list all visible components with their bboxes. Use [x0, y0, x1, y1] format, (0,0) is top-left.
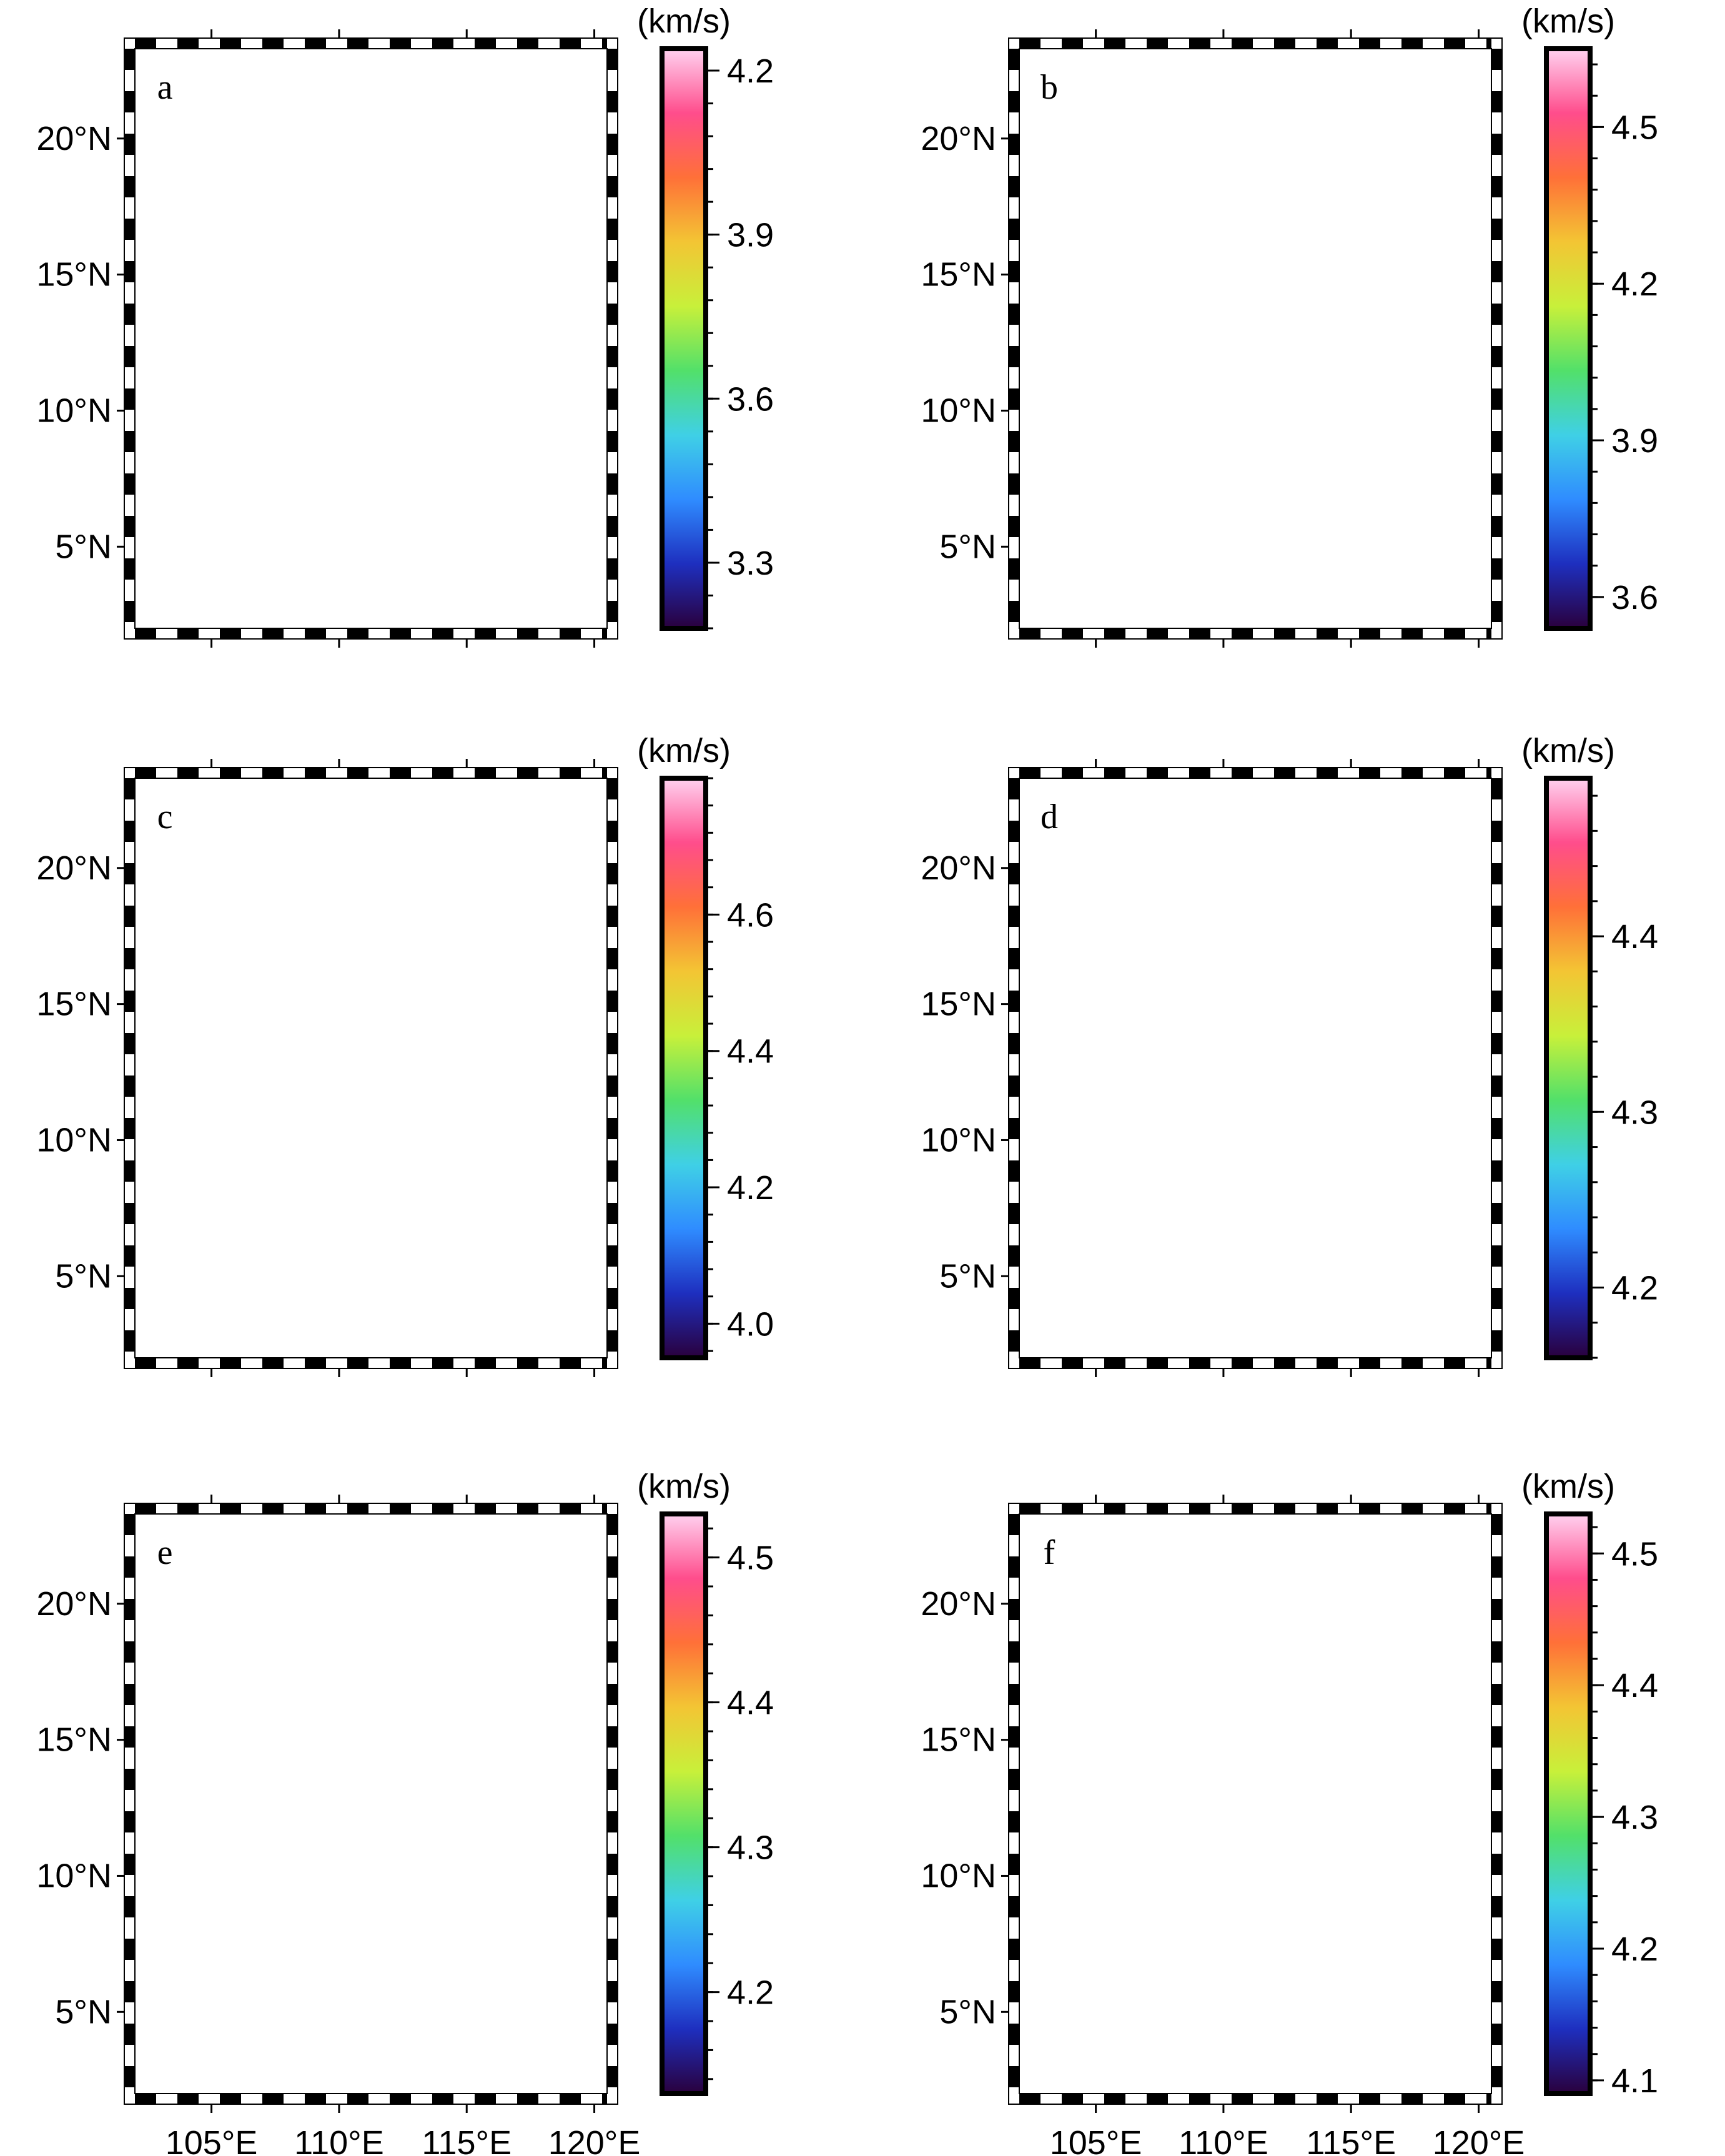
latitude-label: 20°N — [921, 120, 996, 157]
colorbar-tick-label: 3.6 — [727, 380, 774, 418]
map-panel-a: 20°N 15°N 10°N 5°N a (km/s) 4.2 3.9 3.6 3.3 — [36, 2, 774, 648]
map-panel-d: 20°N 15°N 10°N 5°N d (km/s) 4.4 4.3 4.2 — [921, 732, 1658, 1377]
latitude-label: 10°N — [36, 1121, 112, 1159]
colorbar-tick-label: 4.3 — [1611, 1799, 1658, 1836]
colorbar: (km/s) 4.5 4.4 4.3 4.2 4.1 — [1521, 1468, 1658, 2100]
map-frame — [1008, 1503, 1503, 2105]
colorbar-tick-label: 4.4 — [1611, 918, 1658, 956]
latitude-label: 20°N — [921, 849, 996, 887]
colorbar-unit-label: (km/s) — [637, 2, 731, 40]
latitude-label: 20°N — [36, 1585, 112, 1623]
latitude-label: 15°N — [36, 1721, 112, 1759]
colorbar: (km/s) 4.4 4.3 4.2 — [1521, 732, 1658, 1360]
colorbar-tick-label: 4.2 — [727, 52, 774, 90]
latitude-label: 10°N — [36, 1857, 112, 1894]
colorbar-tick-label: 4.1 — [1611, 2062, 1658, 2100]
colorbar: (km/s) 4.5 4.2 3.9 3.6 — [1521, 2, 1658, 631]
longitude-label: 110°E — [1179, 2124, 1268, 2156]
latitude-label: 15°N — [921, 986, 996, 1023]
longitude-label: 120°E — [548, 2124, 641, 2156]
latitude-label: 5°N — [55, 528, 112, 565]
latitude-label: 20°N — [36, 849, 112, 887]
map-frame — [124, 1503, 618, 2105]
map-panel-e: 20°N 15°N 10°N 5°N 105°E 110°E 115°E 120°E e (km/… — [36, 1468, 774, 2156]
map-panel-f: 20°N 15°N 10°N 5°N 105°E 110°E 115°E 120°E f (km/… — [921, 1468, 1658, 2156]
colorbar-tick-label: 4.5 — [1611, 1535, 1658, 1573]
latitude-label: 15°N — [36, 986, 112, 1023]
colorbar-unit-label: (km/s) — [1521, 2, 1615, 40]
map-frame — [124, 767, 618, 1369]
colorbar-tick-label: 3.3 — [727, 545, 774, 582]
map-panel-b: 20°N 15°N 10°N 5°N b (km/s) 4.5 4.2 3.9 3.6 — [921, 2, 1658, 648]
latitude-label: 15°N — [921, 1721, 996, 1759]
colorbar-unit-label: (km/s) — [1521, 1468, 1615, 1505]
longitude-label: 120°E — [1433, 2124, 1525, 2156]
colorbar: (km/s) 4.2 3.9 3.6 3.3 — [637, 2, 774, 631]
colorbar-tick-label: 4.5 — [727, 1540, 774, 1577]
colorbar-tick-label: 4.4 — [727, 1684, 774, 1722]
latitude-label: 15°N — [921, 256, 996, 294]
colorbar-tick-label: 4.2 — [1611, 1270, 1658, 1307]
colorbar-tick-label: 4.2 — [1611, 1931, 1658, 1968]
colorbar-tick-label: 3.9 — [727, 217, 774, 254]
colorbar-tick-label: 4.4 — [727, 1033, 774, 1071]
longitude-label: 115°E — [422, 2124, 512, 2156]
longitude-label: 115°E — [1306, 2124, 1396, 2156]
latitude-label: 20°N — [921, 1585, 996, 1623]
colorbar-tick-label: 4.6 — [727, 896, 774, 934]
latitude-label: 5°N — [939, 1993, 996, 2030]
latitude-label: 5°N — [939, 528, 996, 565]
latitude-label: 20°N — [36, 120, 112, 157]
colorbar-tick-label: 4.3 — [1611, 1094, 1658, 1131]
latitude-label: 15°N — [36, 256, 112, 294]
colorbar-tick-label: 3.6 — [1611, 579, 1658, 616]
colorbar-unit-label: (km/s) — [637, 1468, 731, 1505]
colorbar-tick-label: 4.3 — [727, 1829, 774, 1867]
panel-letter: f — [1044, 1533, 1055, 1572]
colorbar-tick-label: 4.4 — [1611, 1667, 1658, 1704]
colorbar-unit-label: (km/s) — [1521, 732, 1615, 769]
colorbar-unit-label: (km/s) — [637, 732, 731, 769]
longitude-label: 110°E — [294, 2124, 384, 2156]
panel-letter: d — [1040, 798, 1058, 836]
map-frame — [124, 37, 618, 640]
map-frame — [1008, 767, 1503, 1369]
longitude-label: 105°E — [166, 2124, 258, 2156]
colorbar: (km/s) 4.6 4.4 4.2 4.0 — [637, 732, 774, 1360]
panel-letter: a — [157, 68, 173, 107]
latitude-label: 10°N — [36, 392, 112, 429]
colorbar-tick-label: 4.2 — [727, 1169, 774, 1207]
colorbar: (km/s) 4.5 4.4 4.3 4.2 — [637, 1468, 774, 2096]
longitude-label: 105°E — [1050, 2124, 1142, 2156]
panel-letter: e — [157, 1533, 173, 1572]
colorbar-tick-label: 3.9 — [1611, 422, 1658, 460]
panel-letter: c — [157, 798, 173, 836]
latitude-label: 10°N — [921, 1857, 996, 1894]
latitude-label: 10°N — [921, 1121, 996, 1159]
colorbar-tick-label: 4.2 — [727, 1974, 774, 2012]
colorbar-tick-label: 4.0 — [727, 1305, 774, 1343]
map-panel-c: 20°N 15°N 10°N 5°N c (km/s) 4.6 4.4 4.2 4.0 — [36, 732, 774, 1377]
map-frame — [1008, 37, 1503, 640]
panel-letter: b — [1040, 68, 1058, 107]
colorbar-tick-label: 4.2 — [1611, 265, 1658, 303]
latitude-label: 5°N — [55, 1257, 112, 1295]
latitude-label: 5°N — [939, 1257, 996, 1295]
latitude-label: 10°N — [921, 392, 996, 429]
latitude-label: 5°N — [55, 1993, 112, 2030]
colorbar-tick-label: 4.5 — [1611, 109, 1658, 146]
